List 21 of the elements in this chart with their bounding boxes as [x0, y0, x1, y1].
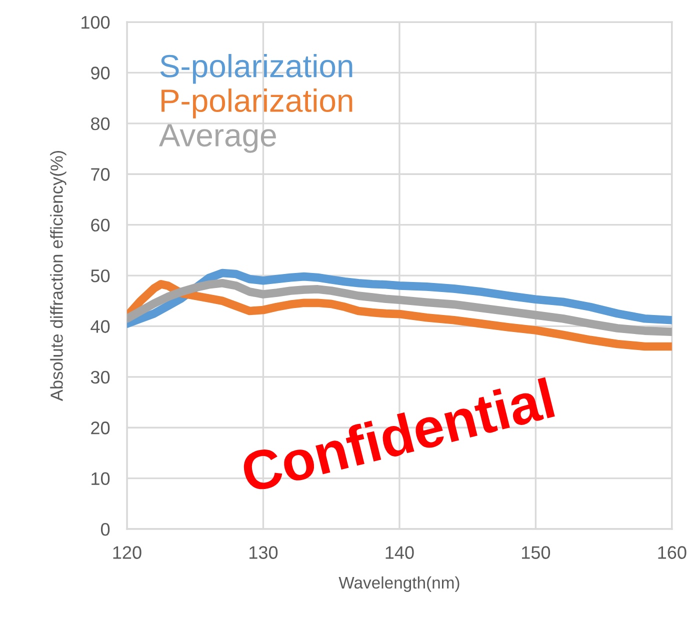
- text: P-polarization: [162, 88, 352, 118]
- y-axis-title: Absolute diffraction efficiency(%): [50, 150, 66, 402]
- x-tick-label: 140: [386, 546, 414, 559]
- text: Average: [158, 124, 276, 153]
- y-tick-label: 50: [90, 269, 110, 282]
- y-tick-label: 80: [91, 117, 110, 130]
- y-tick-label: 70: [91, 168, 110, 181]
- y-tick-label: 40: [90, 320, 110, 333]
- y-tick-label: 20: [91, 422, 110, 434]
- x-tick-label: 150: [522, 546, 550, 559]
- text: S-polarization: [160, 54, 352, 84]
- y-tick-label: 30: [90, 370, 110, 384]
- x-tick-label: 160: [658, 546, 686, 559]
- x-axis-title: Wavelength(nm): [338, 576, 460, 592]
- x-tick-label: 130: [250, 546, 278, 559]
- y-tick-label: 10: [92, 472, 110, 486]
- y-tick-label: 90: [91, 66, 110, 80]
- y-tick-label: 100: [82, 16, 110, 29]
- x-tick-label: 120: [113, 546, 142, 559]
- y-tick-label: 60: [91, 218, 110, 232]
- y-tick-label: 0: [100, 522, 110, 536]
